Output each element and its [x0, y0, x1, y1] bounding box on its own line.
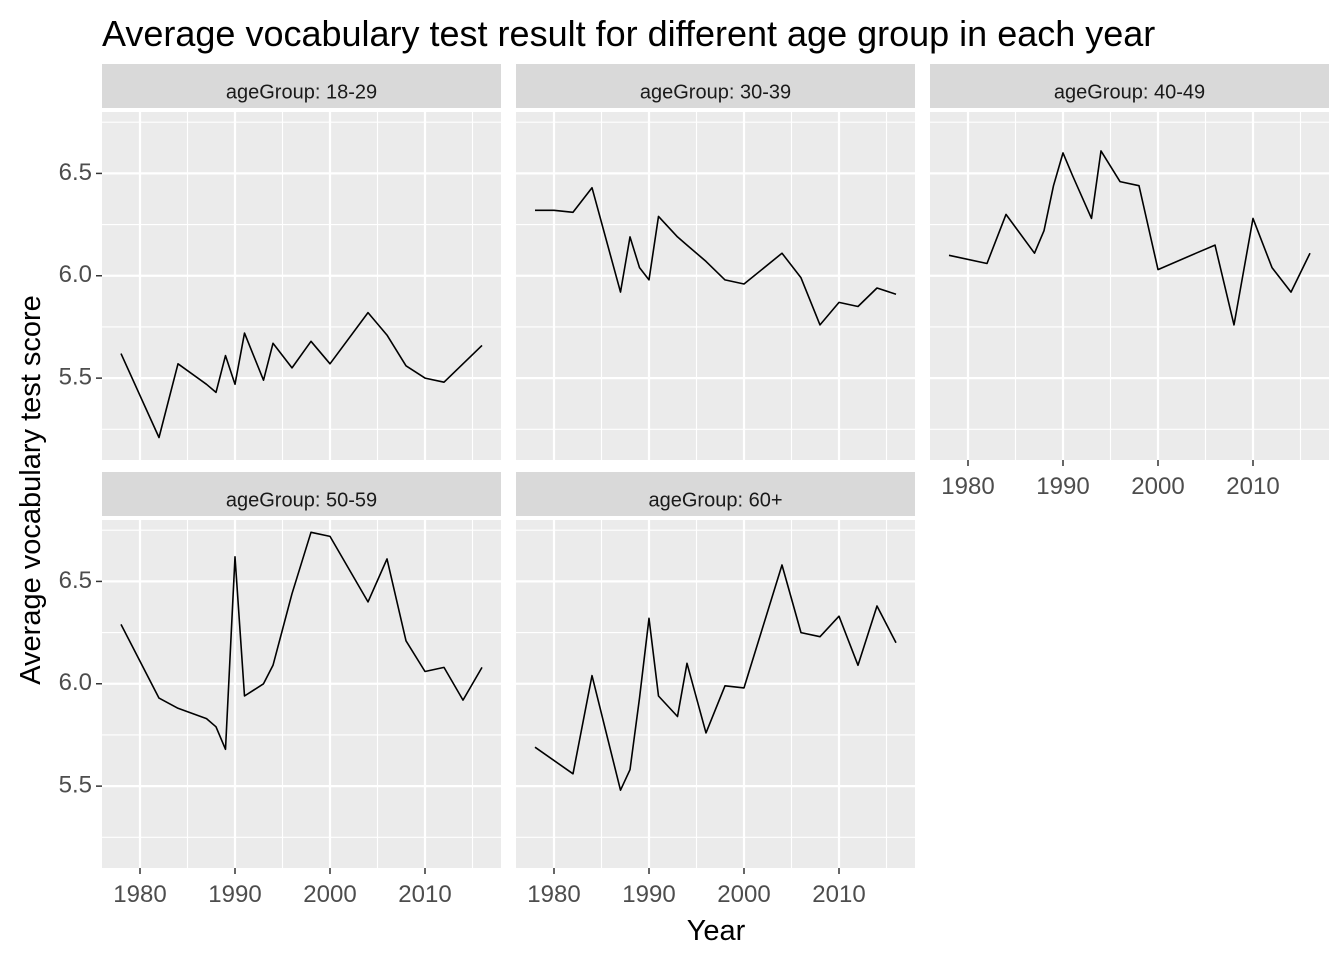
chart-title: Average vocabulary test result for diffe… — [102, 13, 1155, 54]
x-tick-label: 1990 — [208, 881, 261, 908]
x-tick-label: 1980 — [527, 881, 580, 908]
panel-background — [930, 112, 1329, 460]
facet-strip-label: ageGroup: 18-29 — [226, 81, 377, 103]
facet-panels: ageGroup: 18-29 5.5 6.0 6.5 ageGroup: 30-39 a… — [59, 64, 1329, 908]
x-tick-label: 2010 — [398, 881, 451, 908]
y-tick-label: 6.0 — [59, 261, 92, 288]
y-tick-label: 6.0 — [59, 669, 92, 696]
y-tick-label: 6.5 — [59, 159, 92, 186]
x-tick-label: 2000 — [303, 881, 356, 908]
x-tick-label: 1980 — [113, 881, 166, 908]
series-line — [948, 150, 1311, 326]
facet-panel: ageGroup: 18-29 5.5 6.0 6.5 — [59, 64, 501, 460]
facet-strip — [102, 472, 501, 516]
facet-panel: ageGroup: 60+ 1980 1990 2000 2010 — [516, 472, 915, 908]
x-tick-label: 2000 — [717, 881, 770, 908]
facet-strip — [102, 64, 501, 108]
facet-strip — [516, 64, 915, 108]
x-tick-label: 2010 — [1226, 473, 1279, 500]
series-line — [120, 311, 483, 439]
facet-strip-label: ageGroup: 60+ — [649, 489, 783, 511]
x-axis-title: Year — [687, 915, 746, 947]
y-tick-label: 6.5 — [59, 567, 92, 594]
y-axis-title: Average vocabulary test score — [15, 295, 47, 685]
series-line — [535, 186, 897, 326]
facet-strip — [930, 64, 1329, 108]
x-tick-label: 1990 — [622, 881, 675, 908]
facet-strip — [516, 472, 915, 516]
x-tick-label: 2010 — [812, 881, 865, 908]
facet-panel: ageGroup: 40-49 1980 1990 2000 2010 — [930, 64, 1329, 500]
panel-background — [102, 112, 501, 460]
panel-background — [516, 112, 915, 460]
facet-strip-label: ageGroup: 50-59 — [226, 489, 377, 511]
series-line — [534, 564, 897, 791]
x-tick-label: 2000 — [1131, 473, 1184, 500]
panel-background — [516, 520, 915, 868]
facet-strip-label: ageGroup: 40-49 — [1054, 81, 1205, 103]
x-tick-label: 1990 — [1036, 473, 1089, 500]
facet-panel: ageGroup: 30-39 — [516, 64, 915, 460]
x-tick-label: 1980 — [941, 473, 994, 500]
y-tick-label: 5.5 — [59, 363, 92, 390]
facet-strip-label: ageGroup: 30-39 — [640, 81, 791, 103]
facet-panel: ageGroup: 50-59 5.5 6.0 6.5 1980 1990 2000 2010 — [59, 472, 501, 908]
series-line — [120, 531, 483, 751]
y-tick-label: 5.5 — [59, 771, 92, 798]
panel-background — [102, 520, 501, 868]
